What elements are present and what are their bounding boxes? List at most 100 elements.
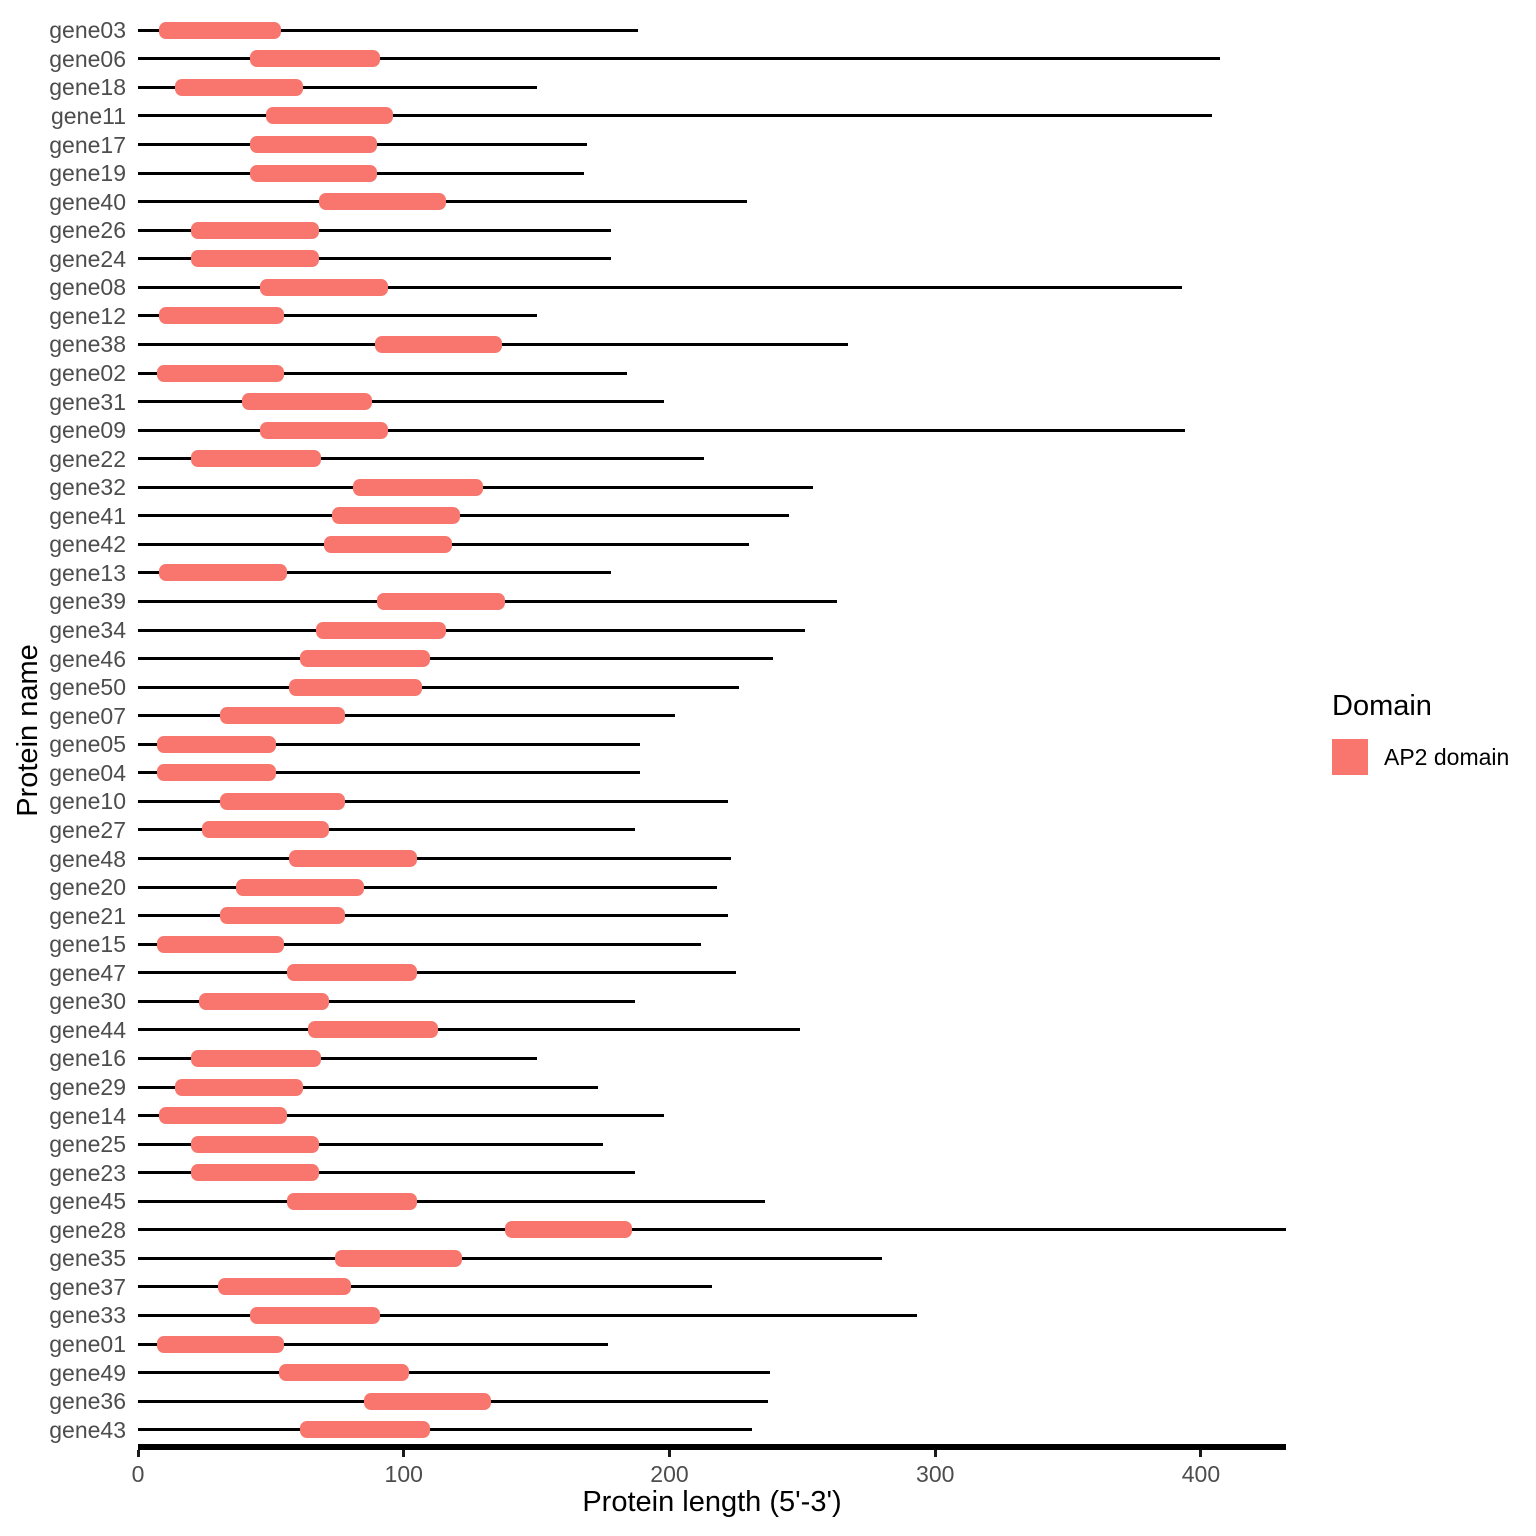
gene-label-gene02: gene02 [49, 360, 126, 386]
gene-label-gene44: gene44 [49, 1016, 126, 1043]
gene-label-gene03: gene03 [49, 17, 126, 44]
protein-length-line-gene49 [138, 1371, 771, 1375]
gene-label-gene41: gene41 [49, 502, 126, 529]
legend-item-ap2-domain: AP2 domain [1332, 739, 1509, 775]
gene-label-gene06: gene06 [49, 45, 126, 72]
protein-length-line-gene25 [138, 1142, 604, 1146]
x-tick-label-200: 200 [650, 1461, 689, 1487]
ap2-domain-segment-gene12 [159, 307, 285, 325]
gene-label-gene42: gene42 [49, 531, 126, 558]
ap2-domain-segment-gene28 [504, 1221, 633, 1239]
protein-length-line-gene10 [138, 799, 728, 803]
protein-length-line-gene05 [138, 742, 641, 746]
gene-label-gene22: gene22 [49, 445, 126, 472]
gene-label-gene48: gene48 [49, 845, 126, 872]
ap2-domain-segment-gene09 [260, 421, 388, 439]
ap2-domain-segment-gene15 [156, 935, 285, 953]
protein-length-line-gene50 [138, 685, 739, 689]
x-tick-300 [933, 1450, 937, 1457]
protein-length-line-gene31 [138, 400, 665, 404]
gene-label-gene39: gene39 [49, 588, 126, 615]
ap2-domain-segment-gene50 [289, 678, 423, 696]
x-tick-label-300: 300 [916, 1461, 955, 1487]
ap2-domain-segment-gene26 [191, 221, 319, 239]
x-tick-label-0: 0 [131, 1461, 145, 1487]
ap2-domain-segment-gene32 [353, 478, 484, 496]
ap2-domain-segment-gene04 [156, 764, 277, 782]
ap2-domain-segment-gene21 [220, 907, 346, 925]
ap2-domain-segment-gene44 [308, 1021, 439, 1039]
protein-length-line-gene43 [138, 1428, 752, 1432]
ap2-domain-segment-gene29 [175, 1078, 303, 1096]
gene-label-gene43: gene43 [49, 1416, 126, 1443]
protein-length-line-gene28 [138, 1228, 1286, 1232]
protein-length-line-gene29 [138, 1085, 598, 1089]
x-tick-400 [1199, 1450, 1203, 1457]
protein-length-line-gene26 [138, 228, 612, 232]
gene-label-gene49: gene49 [49, 1359, 126, 1386]
protein-length-line-gene34 [138, 628, 805, 632]
ap2-domain-segment-gene37 [217, 1278, 351, 1296]
gene-label-gene23: gene23 [49, 1159, 126, 1186]
ap2-domain-segment-gene45 [286, 1192, 418, 1210]
legend-item-label: AP2 domain [1384, 743, 1510, 770]
protein-length-line-gene30 [138, 999, 635, 1003]
ap2-domain-segment-gene18 [175, 78, 303, 96]
ap2-domain-segment-gene02 [156, 364, 285, 382]
gene-label-gene37: gene37 [49, 1273, 126, 1300]
x-tick-100 [402, 1450, 406, 1457]
ap2-domain-segment-gene23 [191, 1164, 319, 1182]
protein-length-line-gene06 [138, 57, 1220, 61]
ap2-domain-segment-gene24 [191, 250, 319, 268]
ap2-domain-segment-gene11 [265, 107, 394, 125]
protein-length-line-gene13 [138, 571, 612, 575]
ap2-domain-segment-gene06 [249, 50, 380, 68]
gene-label-gene17: gene17 [49, 131, 126, 158]
ap2-domain-segment-gene01 [156, 1335, 285, 1353]
gene-label-gene28: gene28 [49, 1216, 126, 1243]
ap2-domain-segment-gene20 [236, 878, 364, 896]
ap2-domain-segment-gene10 [220, 792, 346, 810]
protein-length-line-gene46 [138, 657, 774, 661]
x-tick-label-400: 400 [1181, 1461, 1221, 1487]
gene-label-gene05: gene05 [49, 731, 126, 758]
ap2-domain-segment-gene08 [260, 278, 388, 296]
ap2-domain-segment-gene27 [201, 821, 330, 839]
protein-length-line-gene16 [138, 1056, 537, 1060]
protein-length-line-gene48 [138, 857, 731, 861]
gene-label-gene04: gene04 [49, 759, 126, 786]
gene-label-gene01: gene01 [49, 1331, 126, 1358]
gene-label-gene33: gene33 [49, 1302, 126, 1329]
gene-label-gene47: gene47 [49, 959, 126, 986]
ap2-domain-segment-gene03 [159, 21, 282, 39]
protein-length-line-gene20 [138, 885, 718, 889]
gene-label-gene13: gene13 [49, 559, 126, 586]
gene-label-gene25: gene25 [49, 1131, 126, 1158]
ap2-domain-segment-gene22 [191, 450, 322, 468]
x-tick-200 [667, 1450, 671, 1457]
ap2-domain-segment-gene13 [159, 564, 287, 582]
gene-label-gene14: gene14 [49, 1102, 126, 1129]
gene-label-gene10: gene10 [49, 788, 126, 815]
protein-length-line-gene03 [138, 28, 638, 32]
ap2-domain-segment-gene31 [241, 393, 372, 411]
gene-label-gene21: gene21 [49, 902, 126, 929]
protein-length-line-gene11 [138, 114, 1212, 118]
gene-label-gene07: gene07 [49, 702, 126, 729]
ap2-domain-segment-gene46 [300, 650, 431, 668]
protein-length-line-gene24 [138, 257, 612, 261]
gene-label-gene36: gene36 [49, 1388, 126, 1415]
protein-length-line-gene07 [138, 714, 675, 718]
protein-length-line-gene37 [138, 1285, 712, 1289]
ap2-domain-segment-gene17 [249, 136, 378, 154]
protein-length-line-gene35 [138, 1256, 883, 1260]
ap2-domain-segment-gene36 [363, 1392, 492, 1410]
gene-label-gene30: gene30 [49, 988, 126, 1015]
ap2-domain-segment-gene30 [199, 992, 330, 1010]
x-axis-line [138, 1444, 1286, 1450]
protein-length-line-gene41 [138, 514, 790, 518]
x-tick-0 [136, 1450, 140, 1457]
gene-label-gene15: gene15 [49, 931, 126, 958]
gene-label-gene27: gene27 [49, 816, 126, 843]
